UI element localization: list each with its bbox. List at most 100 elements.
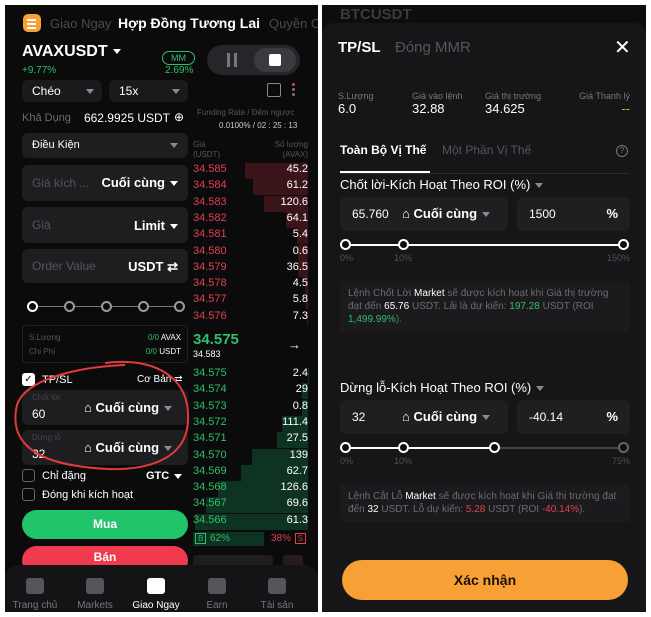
help-icon[interactable]: ? — [616, 145, 628, 157]
depth-bar — [285, 211, 308, 228]
margin-mode-select[interactable]: Chéo — [22, 80, 102, 102]
add-funds-icon[interactable]: ⊕ — [174, 110, 185, 124]
position-stat: Giá vào lệnh 32.88 — [412, 91, 463, 116]
sl-price-input[interactable]: 32 ⌂ Cuối cùng — [340, 400, 508, 434]
price: 34.572 — [193, 415, 227, 428]
close-on-trigger-checkbox[interactable] — [22, 488, 35, 501]
sl-roi-slider[interactable]: 0% 10% 75% — [322, 442, 646, 468]
ask-row[interactable]: 34.578 4.5 — [193, 277, 308, 294]
tif-select[interactable]: GTC — [146, 470, 183, 482]
quantity: 120.6 — [280, 195, 308, 208]
bid-row[interactable]: 34.566 61.3 — [193, 513, 308, 530]
price: 34.568 — [193, 481, 227, 494]
buy-sell-ratio: B 62% 38% S — [193, 532, 308, 546]
depth-bar — [302, 383, 308, 400]
ask-row[interactable]: 34.583 120.6 — [193, 195, 308, 212]
price: 34.576 — [193, 309, 227, 322]
wallet-icon — [268, 578, 286, 594]
tpsl-mode-toggle[interactable]: Cơ Bản ⇄ — [137, 374, 183, 385]
order-value-input[interactable]: Order Value USDT ⇄ — [22, 249, 188, 283]
depth-bar — [306, 309, 308, 326]
symbol-selector[interactable]: AVAXUSDT — [22, 43, 121, 61]
order-form-icon[interactable] — [254, 48, 296, 72]
price: 34.575 — [193, 367, 227, 379]
take-profit-input[interactable]: Chốt lời 60 ⌂ Cuối cùng — [22, 390, 188, 425]
tab-futures[interactable]: Hợp Đồng Tương Lai — [118, 15, 261, 31]
depth-bar — [264, 195, 308, 212]
tab-spot[interactable]: Giao Ngay — [50, 16, 112, 31]
price: 34.583 — [193, 195, 227, 208]
tp-roi-input[interactable]: 1500 % — [517, 197, 630, 231]
quantity: 64.1 — [286, 211, 308, 224]
eraser-icon: ⌂ — [84, 440, 92, 455]
quantity-slider[interactable] — [27, 301, 185, 313]
ob-qty-header[interactable]: Số lượng (AVAX) — [274, 140, 308, 159]
order-type-select[interactable]: Điều Kiện — [22, 133, 188, 158]
trigger-price-input[interactable]: Giá kích ... Cuối cùng — [22, 165, 188, 201]
post-only-checkbox[interactable] — [22, 469, 35, 482]
nav-home[interactable]: Trang chủ — [5, 570, 65, 611]
bid-row[interactable]: 34.572 111.4 — [193, 415, 308, 432]
bid-row[interactable]: 34.569 62.7 — [193, 464, 308, 481]
earn-icon — [208, 578, 226, 594]
trade-icon — [147, 578, 165, 594]
bid-row[interactable]: 34.573 0.8 — [193, 399, 308, 416]
funding-value: 0.0100% / 02 : 25 : 13 — [219, 121, 298, 130]
menu-icon[interactable] — [23, 14, 41, 32]
tab-full-position[interactable]: Toàn Bộ Vị Thế — [340, 143, 427, 157]
ask-row[interactable]: 34.581 5.4 — [193, 228, 308, 245]
ask-row[interactable]: 34.576 7.3 — [193, 309, 308, 326]
ask-row[interactable]: 34.582 64.1 — [193, 211, 308, 228]
nav-markets[interactable]: Markets — [65, 570, 125, 611]
arrow-right-icon[interactable]: → — [288, 337, 301, 352]
depth-bar — [277, 432, 308, 449]
sl-title[interactable]: Dừng lỗ-Kích Hoạt Theo ROI (%) — [340, 380, 545, 395]
depth-bar — [194, 513, 308, 530]
tab-options[interactable]: Quyền Chọn — [269, 16, 318, 31]
ask-row[interactable]: 34.579 36.5 — [193, 260, 308, 277]
sl-info-text: Lệnh Cắt Lỗ Market sẽ được kích hoạt khi… — [340, 484, 630, 522]
ask-row[interactable]: 34.580 0.6 — [193, 244, 308, 261]
view-toggle[interactable] — [207, 45, 300, 75]
ask-row[interactable]: 34.577 5.8 — [193, 293, 308, 310]
nav-earn[interactable]: Earn — [187, 570, 247, 611]
depth-bar — [241, 464, 308, 481]
position-stat: Giá Thanh lý -- — [579, 91, 630, 116]
nav-trade[interactable]: Giao Ngay — [126, 570, 186, 611]
bid-row[interactable]: 34.571 27.5 — [193, 432, 308, 449]
candlestick-icon[interactable] — [227, 53, 237, 67]
bid-row[interactable]: 34.570 139 — [193, 448, 308, 465]
tab-partial-position[interactable]: Một Phần Vị Thế — [442, 143, 532, 157]
more-icon[interactable] — [292, 83, 295, 86]
tp-roi-slider[interactable]: 0% 10% 150% — [322, 239, 646, 265]
price-input[interactable]: Giá Limit — [22, 207, 188, 243]
confirm-button[interactable]: Xác nhận — [342, 560, 628, 600]
bid-row[interactable]: 34.574 29 — [193, 383, 308, 400]
bid-row[interactable]: 34.575 2.4 — [193, 367, 308, 383]
bid-row[interactable]: 34.568 126.6 — [193, 481, 308, 498]
ask-row[interactable]: 34.585 45.2 — [193, 163, 308, 179]
bid-row[interactable]: 34.567 69.6 — [193, 497, 308, 514]
tpsl-label: TP/SL — [42, 374, 73, 386]
leverage-select[interactable]: 15x — [109, 80, 188, 102]
ask-row[interactable]: 34.584 61.2 — [193, 179, 308, 196]
depth-bar — [253, 179, 308, 196]
tab-close-mmr[interactable]: Đóng MMR — [395, 39, 471, 56]
tpsl-checkbox[interactable]: ✓ — [22, 373, 35, 386]
quantity: 7.3 — [292, 309, 308, 322]
tab-tpsl[interactable]: TP/SL — [338, 39, 381, 56]
sl-roi-input[interactable]: -40.14 % — [517, 400, 630, 434]
chart-icon[interactable] — [267, 83, 281, 97]
price: 34.569 — [193, 464, 227, 477]
tp-title[interactable]: Chốt lời-Kích Hoạt Theo ROI (%) — [340, 177, 544, 192]
depth-bar — [302, 399, 308, 416]
position-stat: S.Lượng 6.0 — [338, 91, 374, 116]
tp-price-input[interactable]: 65.760 ⌂ Cuối cùng — [340, 197, 508, 231]
depth-bar — [297, 228, 308, 245]
close-icon[interactable]: ✕ — [614, 37, 631, 59]
quantity: 45.2 — [286, 163, 308, 175]
nav-assets[interactable]: Tài sản — [247, 570, 307, 611]
eraser-icon: ⌂ — [84, 400, 92, 415]
buy-button[interactable]: Mua — [22, 510, 188, 539]
eraser-icon: ⌂ — [402, 206, 410, 221]
